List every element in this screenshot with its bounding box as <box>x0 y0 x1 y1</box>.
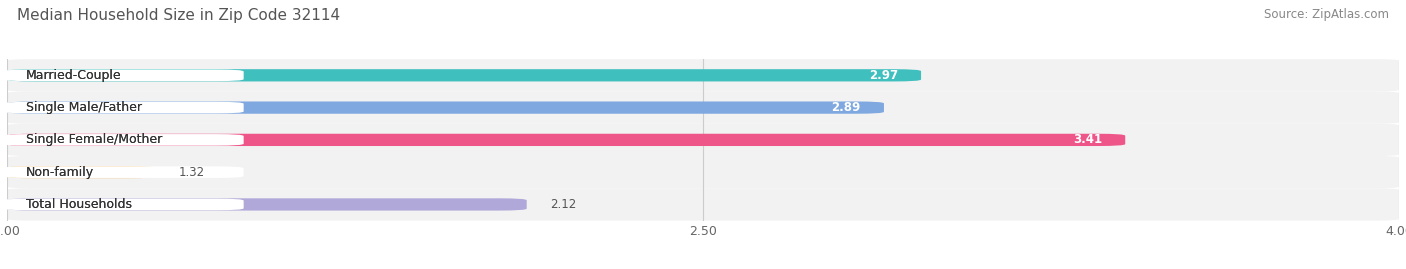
Text: Single Female/Mother: Single Female/Mother <box>25 133 162 146</box>
FancyBboxPatch shape <box>3 69 243 81</box>
Text: Total Households: Total Households <box>25 198 132 211</box>
FancyBboxPatch shape <box>3 199 243 210</box>
Text: Single Male/Father: Single Male/Father <box>25 101 142 114</box>
Text: 3.41: 3.41 <box>1073 133 1102 146</box>
Text: 2.12: 2.12 <box>550 198 576 211</box>
FancyBboxPatch shape <box>7 59 1399 91</box>
FancyBboxPatch shape <box>7 69 921 82</box>
Text: 2.89: 2.89 <box>831 101 860 114</box>
Text: Source: ZipAtlas.com: Source: ZipAtlas.com <box>1264 8 1389 21</box>
FancyBboxPatch shape <box>3 102 243 114</box>
Text: Single Female/Mother: Single Female/Mother <box>25 133 162 146</box>
FancyBboxPatch shape <box>7 124 1399 156</box>
Text: 2.97: 2.97 <box>869 69 898 82</box>
FancyBboxPatch shape <box>7 156 1399 188</box>
Text: Total Households: Total Households <box>25 198 132 211</box>
FancyBboxPatch shape <box>3 166 243 178</box>
FancyBboxPatch shape <box>7 134 1125 146</box>
Text: Non-family: Non-family <box>25 166 94 179</box>
Text: Married-Couple: Married-Couple <box>25 69 121 82</box>
FancyBboxPatch shape <box>7 166 156 178</box>
FancyBboxPatch shape <box>7 188 1399 221</box>
Text: Single Male/Father: Single Male/Father <box>25 101 142 114</box>
Text: Median Household Size in Zip Code 32114: Median Household Size in Zip Code 32114 <box>17 8 340 23</box>
FancyBboxPatch shape <box>7 101 884 114</box>
FancyBboxPatch shape <box>7 198 527 211</box>
Text: 1.32: 1.32 <box>179 166 205 179</box>
Text: Non-family: Non-family <box>25 166 94 179</box>
FancyBboxPatch shape <box>3 134 243 146</box>
FancyBboxPatch shape <box>7 91 1399 124</box>
Text: Married-Couple: Married-Couple <box>25 69 121 82</box>
